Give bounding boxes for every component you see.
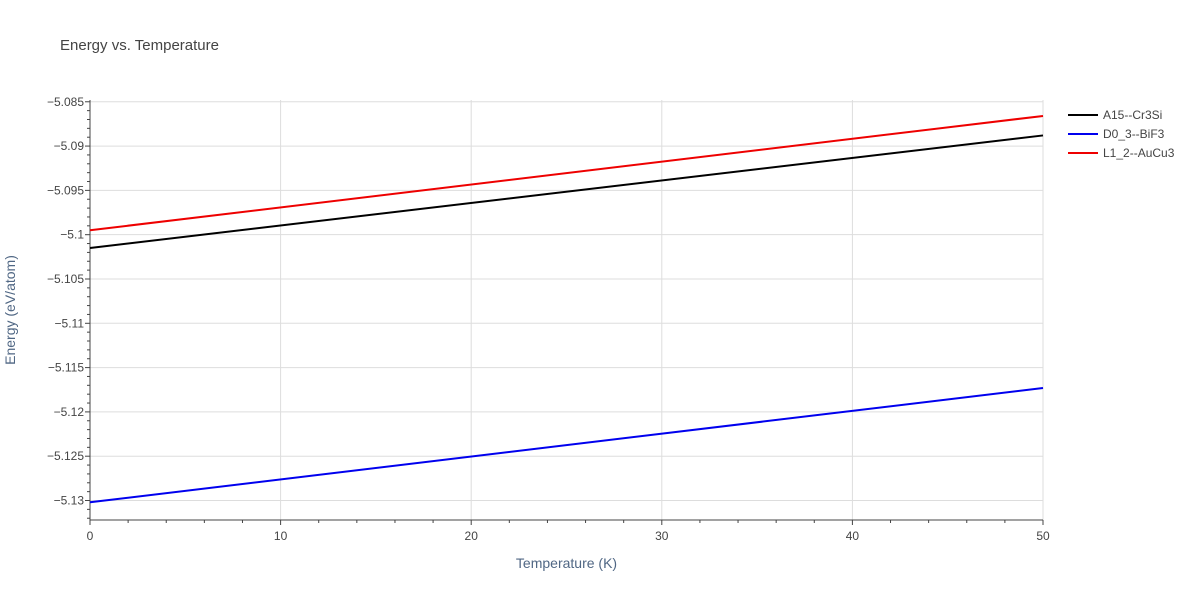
x-tick-label: 20 [465,529,479,543]
series-group [89,114,1044,504]
series-line [89,386,1044,504]
x-axis-title: Temperature (K) [516,555,617,571]
y-tick-label: −5.095 [47,183,84,197]
legend-label: D0_3--BiF3 [1103,127,1165,141]
y-tick-label: −5.11 [55,316,85,330]
y-tick-label: −5.12 [54,405,85,419]
chart-title: Energy vs. Temperature [60,37,219,54]
axes: 0 10 20 30 40 50 −5.085 −5.09 −5.095 −5.1 −5.105 −5… [47,95,1050,543]
y-tick-label: −5.115 [48,361,84,375]
y-tick-label: −5.125 [47,449,84,463]
y-tick-label: −5.1 [60,228,84,242]
grid [90,100,1044,520]
x-tick-label: 10 [274,529,288,543]
x-tick-label: 30 [655,529,669,543]
legend-label: A15--Cr3Si [1103,108,1162,122]
y-tick-label: −5.085 [47,95,84,109]
x-tick-label: 50 [1036,529,1050,543]
x-tick-label: 40 [846,529,860,543]
series-line [89,134,1044,249]
legend-label: L1_2--AuCu3 [1103,146,1175,160]
series-line [89,114,1044,232]
y-axis-title: Energy (eV/atom) [2,255,18,365]
legend: A15--Cr3Si D0_3--BiF3 L1_2--AuCu3 [1068,108,1175,160]
y-tick-label: −5.105 [47,272,84,286]
x-tick-label: 0 [87,529,94,543]
y-tick-label: −5.13 [54,494,85,508]
y-tick-label: −5.09 [54,139,85,153]
